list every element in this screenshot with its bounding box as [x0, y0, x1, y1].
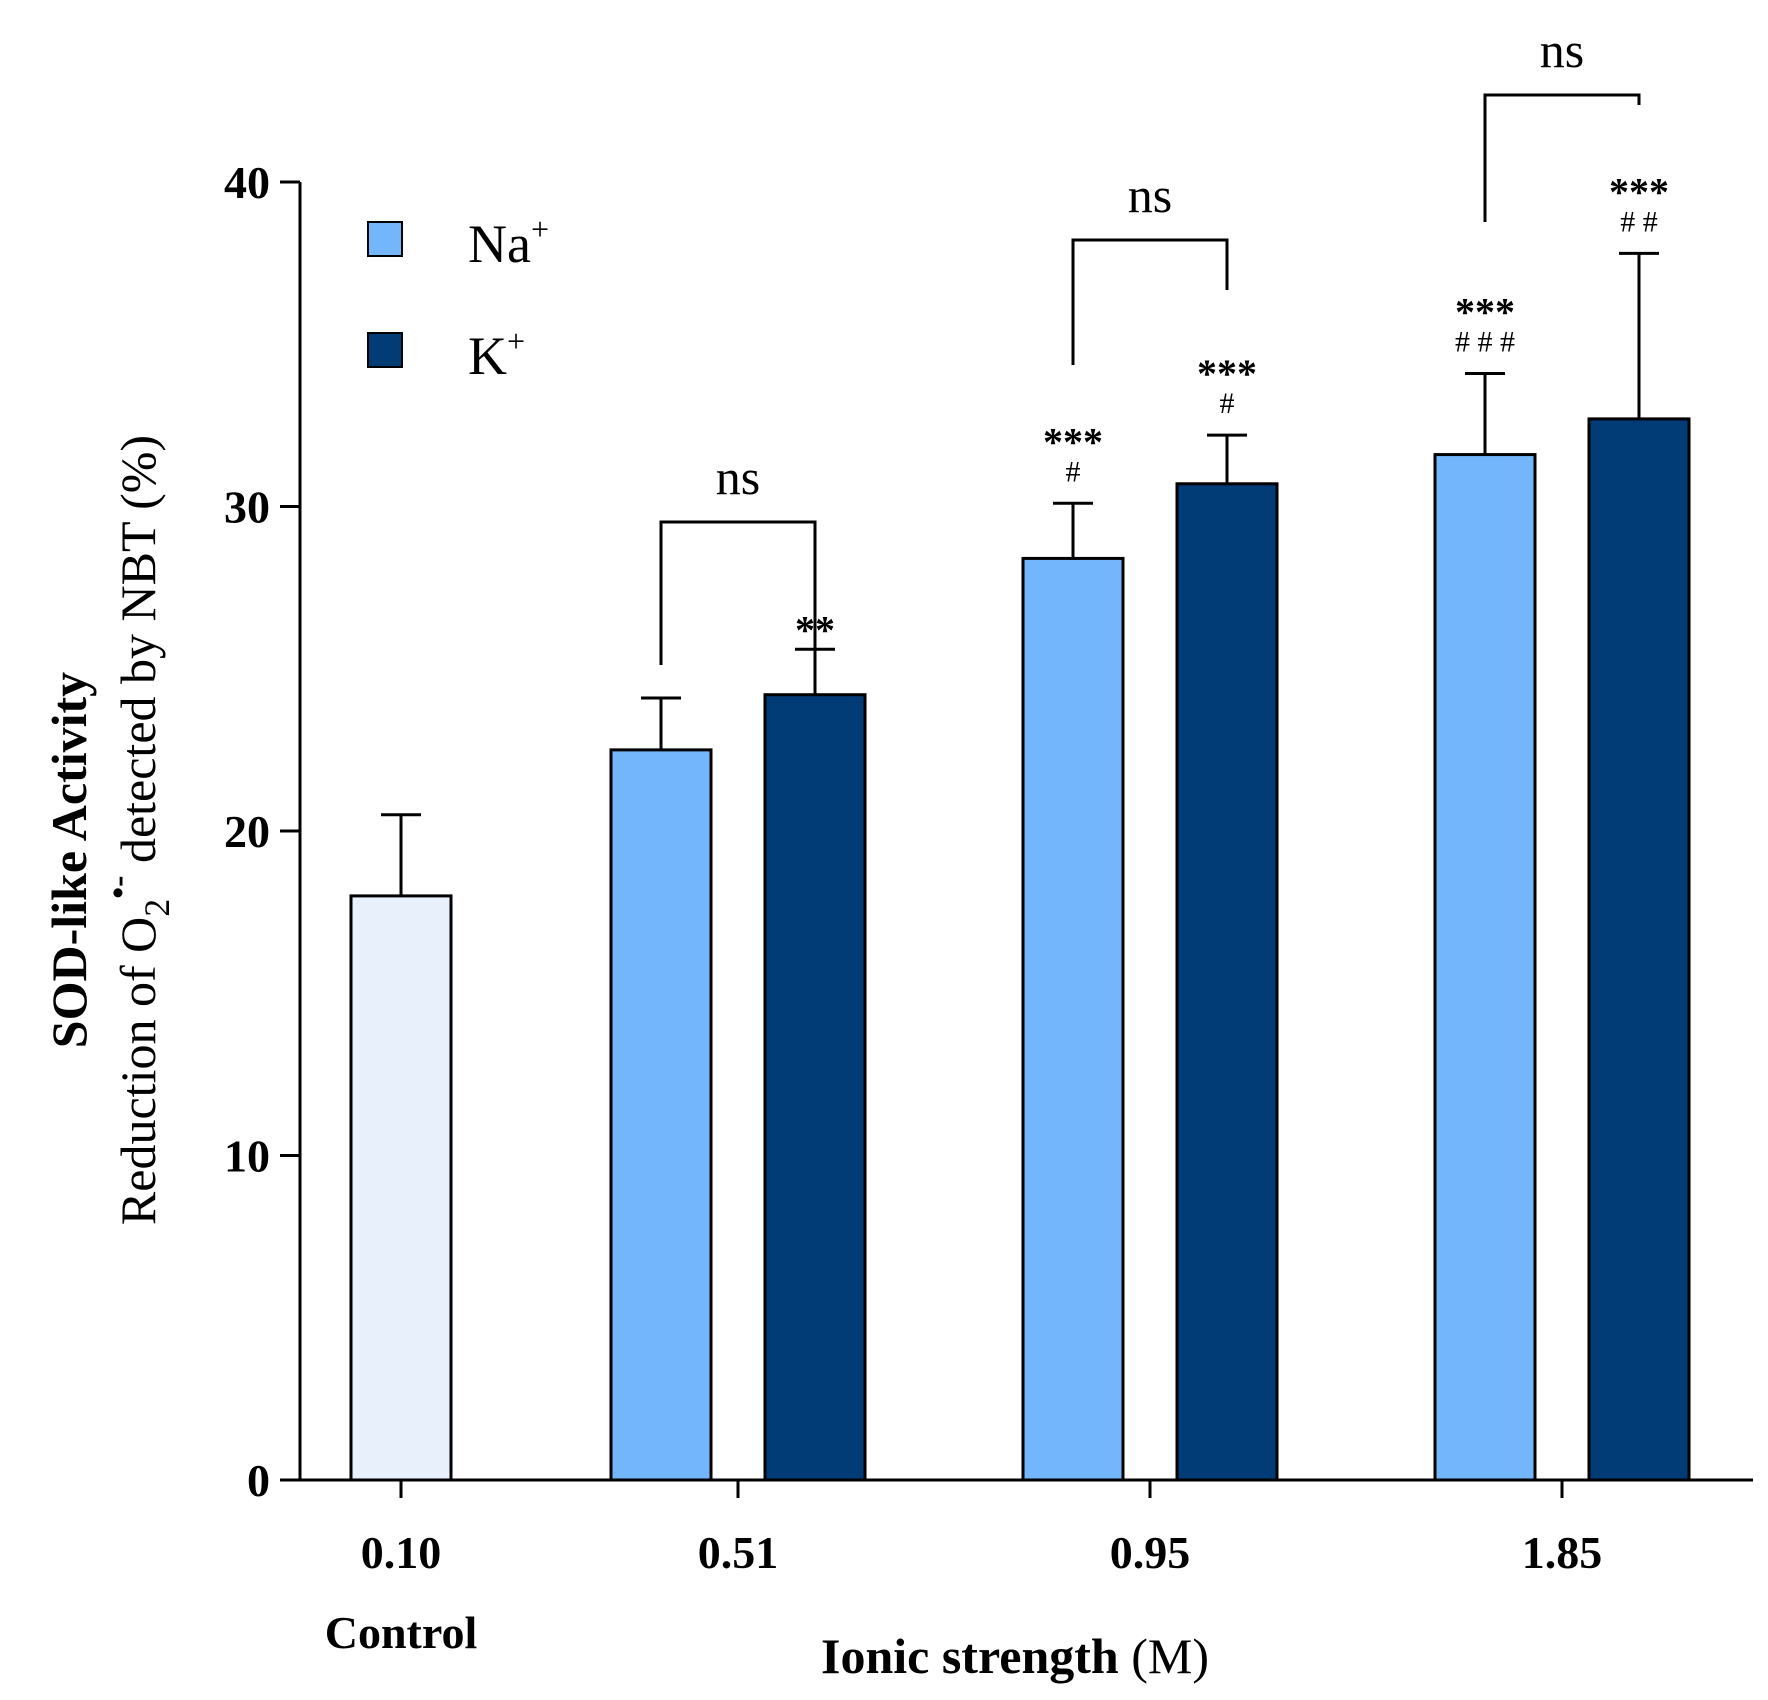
x-tick-label-0.10: 0.10 [361, 1527, 442, 1578]
hash-marker-na-1.85: # # # [1455, 325, 1515, 358]
y-axis-title-sub: Reduction of O2•- detected by NBT (%) [100, 435, 177, 1225]
bar-na-1.85 [1433, 453, 1537, 1482]
legend-swatch-na [367, 221, 403, 257]
x-category-sublabel-0.10: Control [325, 1607, 478, 1658]
comparison-bracket-0.95 [1071, 238, 1229, 365]
y-tick-label-40: 40 [224, 157, 270, 208]
comparison-bracket-0.51 [659, 520, 817, 665]
comparison-label-0.95: ns [1128, 167, 1172, 223]
comparison-bracket-1.85 [1483, 93, 1641, 222]
y-tick-label-30: 30 [224, 482, 270, 533]
x-axis-title-text: Ionic strength (M) [821, 1628, 1209, 1684]
legend: Na+ K+ [367, 211, 549, 386]
hash-marker-na-0.95: # [1066, 455, 1081, 488]
x-tick-label-0.95: 0.95 [1110, 1527, 1191, 1578]
bar-na-0.51 [609, 748, 713, 1482]
significance-na-0.95: *** [1043, 419, 1103, 464]
bar-na-0.95 [1021, 556, 1125, 1482]
comparison-label-0.51: ns [716, 449, 760, 505]
bar-k-0.95 [1175, 482, 1279, 1482]
significance-k-0.95: *** [1197, 351, 1257, 396]
bar-k-0.51 [763, 693, 867, 1482]
y-tick-label-20: 20 [224, 806, 270, 857]
bars [349, 251, 1691, 1482]
comparison-label-1.85: ns [1540, 22, 1584, 78]
bar-control [349, 894, 453, 1482]
x-tick-label-1.85: 1.85 [1522, 1527, 1603, 1578]
axes: 0 10 20 30 40 0.10 Control 0.51 0.95 1.85 [224, 157, 1753, 1658]
legend-label-na: Na+ [468, 211, 549, 274]
legend-label-k: K+ [468, 323, 525, 386]
x-tick-label-0.51: 0.51 [698, 1527, 779, 1578]
y-tick-label-10: 10 [224, 1131, 270, 1182]
y-axis-title-main: SOD-like Activity [41, 672, 97, 1048]
significance-na-1.85: *** [1455, 289, 1515, 334]
bar-k-1.85 [1587, 417, 1691, 1482]
hash-marker-k-0.95: # [1220, 387, 1235, 420]
y-tick-label-0: 0 [247, 1455, 270, 1506]
hash-marker-k-1.85: # # [1620, 205, 1658, 238]
y-axis-title: SOD-like Activity Reduction of O2•- dete… [41, 435, 177, 1225]
x-axis-title: Ionic strength (M) [821, 1628, 1209, 1684]
legend-swatch-k [367, 332, 403, 368]
significance-k-1.85: *** [1609, 169, 1669, 214]
